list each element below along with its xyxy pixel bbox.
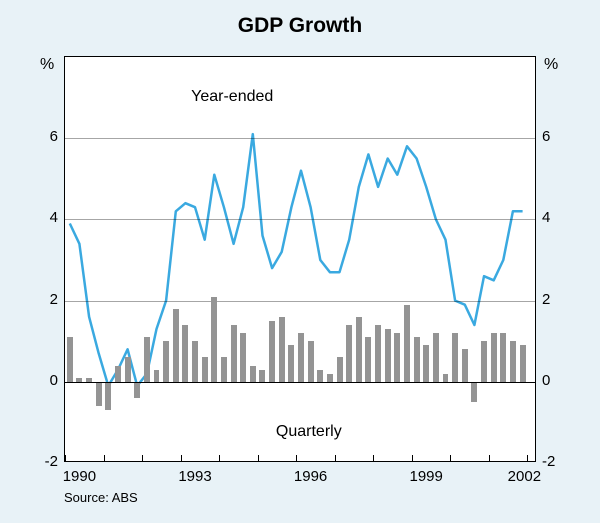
quarterly-bar: [173, 309, 179, 382]
quarterly-bar: [298, 333, 304, 382]
x-tick-mark: [335, 455, 336, 461]
series-label: Quarterly: [276, 423, 342, 441]
quarterly-bar: [231, 325, 237, 382]
quarterly-bar: [404, 305, 410, 382]
quarterly-bar: [385, 329, 391, 382]
line-series-svg: [65, 57, 537, 463]
quarterly-bar: [346, 325, 352, 382]
y-tick-left: 0: [34, 372, 58, 389]
quarterly-bar: [105, 382, 111, 410]
quarterly-bar: [462, 349, 468, 381]
x-tick-mark: [104, 455, 105, 461]
quarterly-bar: [134, 382, 140, 398]
y-tick-right: 0: [542, 372, 550, 389]
y-axis-unit-right: %: [544, 56, 558, 74]
quarterly-bar: [125, 357, 131, 381]
y-tick-left: 6: [34, 128, 58, 145]
x-tick-label: 1999: [410, 468, 443, 485]
quarterly-bar: [202, 357, 208, 381]
quarterly-bar: [520, 345, 526, 382]
y-tick-left: 2: [34, 291, 58, 308]
quarterly-bar: [115, 366, 121, 382]
quarterly-bar: [221, 357, 227, 381]
x-tick-mark: [258, 455, 259, 461]
quarterly-bar: [452, 333, 458, 382]
x-tick-mark: [65, 455, 66, 461]
x-tick-mark: [181, 455, 182, 461]
series-label: Year-ended: [191, 88, 273, 106]
quarterly-bar: [481, 341, 487, 382]
quarterly-bar: [288, 345, 294, 382]
quarterly-bar: [96, 382, 102, 406]
quarterly-bar: [308, 341, 314, 382]
x-tick-label: 1990: [63, 468, 96, 485]
chart-container: GDP Growth % % Source: ABS -2 -2 0 0 2 2 4 4 6 6 1…: [0, 0, 600, 523]
y-tick-right: 6: [542, 128, 550, 145]
quarterly-bar: [491, 333, 497, 382]
x-tick-label: 1996: [294, 468, 327, 485]
x-tick-mark: [219, 455, 220, 461]
x-tick-mark: [450, 455, 451, 461]
x-tick-label: 1993: [178, 468, 211, 485]
quarterly-bar: [365, 337, 371, 382]
quarterly-bar: [269, 321, 275, 382]
y-tick-right: 2: [542, 291, 550, 308]
gridline: [65, 301, 535, 302]
x-tick-label: 2002: [508, 468, 541, 485]
quarterly-bar: [423, 345, 429, 382]
quarterly-bar: [327, 374, 333, 382]
x-tick-mark: [412, 455, 413, 461]
x-tick-mark: [373, 455, 374, 461]
chart-title: GDP Growth: [0, 14, 600, 38]
y-tick-right: -2: [542, 453, 555, 470]
quarterly-bar: [67, 337, 73, 382]
quarterly-bar: [211, 297, 217, 382]
source-label: Source: ABS: [64, 490, 138, 505]
gridline: [65, 138, 535, 139]
quarterly-bar: [356, 317, 362, 382]
quarterly-bar: [433, 333, 439, 382]
x-tick-mark: [489, 455, 490, 461]
quarterly-bar: [375, 325, 381, 382]
quarterly-bar: [182, 325, 188, 382]
x-tick-mark: [527, 455, 528, 461]
y-axis-unit-left: %: [40, 56, 54, 74]
quarterly-bar: [259, 370, 265, 382]
source-note: Source: ABS: [64, 490, 138, 505]
y-tick-left: 4: [34, 209, 58, 226]
plot-area: [64, 56, 536, 462]
quarterly-bar: [394, 333, 400, 382]
quarterly-bar: [443, 374, 449, 382]
x-tick-mark: [142, 455, 143, 461]
quarterly-bar: [154, 370, 160, 382]
quarterly-bar: [192, 341, 198, 382]
y-tick-left: -2: [34, 453, 58, 470]
zero-line: [65, 382, 535, 383]
quarterly-bar: [471, 382, 477, 402]
quarterly-bar: [240, 333, 246, 382]
quarterly-bar: [279, 317, 285, 382]
y-tick-right: 4: [542, 209, 550, 226]
quarterly-bar: [250, 366, 256, 382]
x-tick-mark: [296, 455, 297, 461]
quarterly-bar: [337, 357, 343, 381]
gridline: [65, 219, 535, 220]
quarterly-bar: [144, 337, 150, 382]
quarterly-bar: [510, 341, 516, 382]
quarterly-bar: [500, 333, 506, 382]
quarterly-bar: [317, 370, 323, 382]
quarterly-bar: [414, 337, 420, 382]
quarterly-bar: [163, 341, 169, 382]
